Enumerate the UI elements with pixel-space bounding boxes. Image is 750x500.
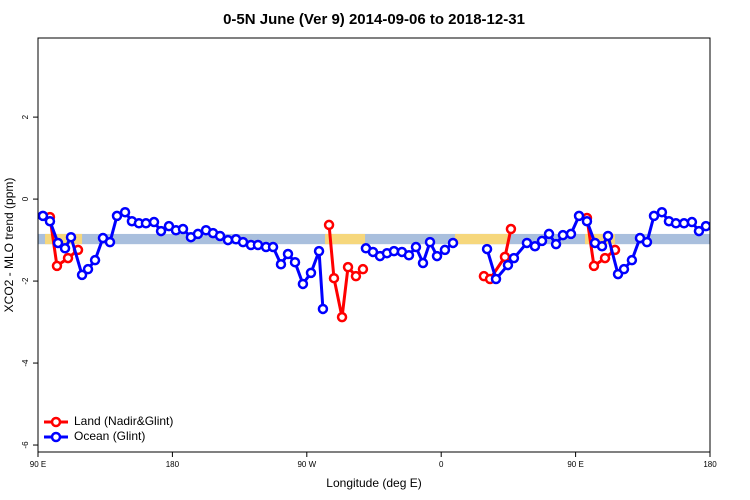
point	[678, 218, 690, 229]
point	[328, 272, 340, 284]
x-tick-label: 180	[703, 460, 717, 469]
point	[626, 254, 638, 266]
series-line	[48, 216, 616, 319]
point	[52, 237, 64, 249]
y-tick-label: -2	[21, 277, 30, 285]
legend-label: Land (Nadir&Glint)	[74, 414, 173, 428]
point	[596, 240, 608, 252]
x-tick-label: 0	[439, 460, 444, 469]
point	[336, 311, 348, 323]
point	[565, 228, 577, 240]
point	[602, 230, 614, 242]
point	[581, 215, 593, 227]
point	[648, 210, 660, 222]
point	[89, 254, 101, 266]
point	[282, 248, 294, 260]
point	[65, 231, 77, 243]
point	[313, 245, 325, 257]
x-tick-label: 90 E	[30, 460, 46, 469]
point	[62, 252, 74, 264]
point	[111, 210, 123, 222]
point	[521, 237, 533, 249]
point	[439, 244, 451, 256]
y-tick-label: 2	[21, 114, 30, 119]
point	[447, 237, 459, 249]
point	[140, 218, 152, 229]
point	[700, 220, 710, 232]
point	[543, 228, 555, 240]
point	[529, 240, 541, 252]
point	[499, 251, 511, 263]
point	[693, 225, 705, 237]
point	[51, 260, 63, 272]
point	[536, 235, 548, 247]
point	[490, 273, 502, 285]
plot-area	[38, 206, 710, 323]
point	[323, 219, 335, 231]
land-band	[585, 233, 616, 245]
point	[59, 243, 71, 254]
land-band	[454, 233, 510, 245]
land-band	[325, 233, 366, 245]
point	[267, 241, 279, 253]
point	[342, 261, 354, 273]
point	[192, 228, 204, 240]
point	[357, 263, 369, 275]
point	[502, 259, 514, 271]
x-tick-label: 180	[166, 460, 180, 469]
point	[155, 225, 167, 237]
point	[177, 223, 189, 235]
legend-marker	[50, 416, 62, 428]
point	[550, 238, 562, 250]
point	[656, 206, 668, 218]
legend-label: Ocean (Glint)	[74, 429, 145, 443]
point	[38, 210, 49, 222]
x-tick-label: 90 E	[567, 460, 583, 469]
point	[508, 252, 520, 264]
point	[505, 223, 517, 235]
point	[573, 210, 585, 222]
point	[76, 269, 88, 281]
y-axis-label: XCO2 - MLO trend (ppm)	[2, 178, 16, 313]
chart-title: 0-5N June (Ver 9) 2014-09-06 to 2018-12-…	[223, 11, 525, 28]
point	[222, 234, 234, 246]
y-tick-label: 0	[21, 196, 30, 201]
point	[289, 256, 301, 268]
point	[305, 267, 317, 279]
point	[670, 218, 682, 229]
point	[148, 216, 160, 228]
point	[403, 249, 415, 261]
point	[119, 206, 131, 218]
point	[214, 230, 226, 242]
point	[82, 263, 94, 275]
point	[641, 236, 653, 248]
point	[481, 243, 493, 255]
point	[417, 257, 429, 269]
point	[588, 260, 600, 272]
point	[275, 259, 287, 270]
point	[252, 239, 264, 251]
point	[44, 215, 56, 227]
plot-frame	[37, 37, 711, 453]
point	[618, 263, 630, 275]
point	[686, 216, 698, 228]
x-tick-label: 90 W	[297, 460, 316, 469]
point	[297, 278, 309, 290]
land-band	[45, 233, 83, 245]
point	[599, 252, 611, 264]
point	[557, 229, 569, 241]
point	[431, 250, 443, 262]
trend-band	[38, 233, 710, 245]
point	[410, 241, 422, 253]
point	[424, 236, 436, 248]
x-axis-label: Longitude (deg E)	[326, 476, 421, 490]
point	[104, 236, 116, 248]
point	[317, 303, 329, 315]
y-tick-label: -6	[21, 441, 30, 449]
y-tick-label: -4	[21, 359, 30, 367]
legend-marker	[50, 431, 62, 443]
point	[350, 270, 362, 282]
